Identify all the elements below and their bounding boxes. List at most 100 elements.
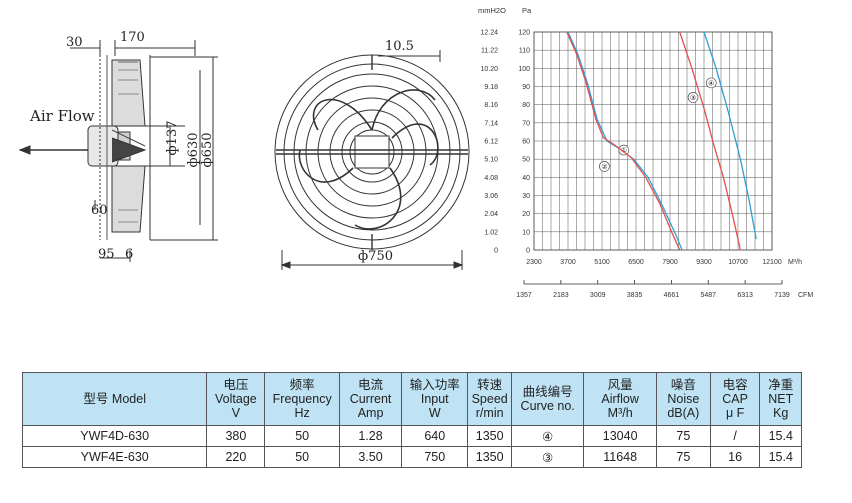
table-cell: 220 bbox=[206, 446, 266, 468]
x-tick-cfm: 2183 bbox=[553, 292, 569, 299]
curve-marker-label: ③ bbox=[690, 94, 696, 102]
table-cell: 15.4 bbox=[759, 425, 802, 447]
table-header-cell: 电流 Current Amp bbox=[338, 372, 403, 426]
y-tick-pa: 70 bbox=[522, 120, 530, 127]
header-unit: Kg bbox=[773, 406, 789, 420]
dim-137: ф137 bbox=[165, 121, 180, 156]
performance-curve-chart: mmH2O Pa 12.24 11.22 10.20 9.18 8.16 7.14 6.12… bbox=[478, 6, 813, 299]
curve-marker-label: ② bbox=[601, 163, 607, 171]
y-tick-mmh2o: 6.12 bbox=[484, 139, 498, 146]
x-tick-m3h: 7900 bbox=[662, 259, 678, 266]
table-cell: 15.4 bbox=[759, 446, 802, 468]
y-axis-pa-label: Pa bbox=[522, 6, 532, 15]
x-tick-cfm: 4661 bbox=[664, 292, 680, 299]
y-tick-pa: 80 bbox=[522, 102, 530, 109]
curve-line-2 bbox=[566, 31, 681, 251]
x-tick-m3h: 6500 bbox=[628, 259, 644, 266]
dim-30: 30 bbox=[66, 35, 83, 50]
table-header-row: 型号 Model 电压 Voltage V 频率 Frequency Hz 电流 Current… bbox=[21, 372, 802, 426]
x-tick-m3h: 9300 bbox=[696, 259, 712, 266]
header-en: NET bbox=[768, 392, 794, 406]
curve-line-3 bbox=[679, 31, 742, 251]
table-header-cell: 电压 Voltage V bbox=[206, 372, 266, 426]
header-unit: Hz bbox=[294, 406, 310, 420]
x-tick-m3h: 12100 bbox=[762, 259, 782, 266]
header-model-label: 型号 bbox=[83, 392, 109, 406]
y-tick-pa: 60 bbox=[522, 139, 530, 146]
header-en: Frequency bbox=[272, 392, 332, 406]
table-header-cell: 净重 NET Kg bbox=[759, 372, 802, 426]
table-header-cell: 输入功率 Input W bbox=[401, 372, 469, 426]
header-cn: 噪音 bbox=[670, 378, 696, 392]
table-cell: 380 bbox=[206, 425, 266, 447]
y-tick-mmh2o: 8.16 bbox=[484, 102, 498, 109]
y-tick-mmh2o: 3.06 bbox=[484, 193, 498, 200]
table-cell: / bbox=[709, 425, 761, 447]
table-cell: 1350 bbox=[467, 446, 512, 468]
fan-technical-drawing: 30 170 Air Flow ф137 ф630 ф650 60 95 6 1… bbox=[18, 30, 470, 270]
table-header-cell: 电容 CAP μ F bbox=[709, 372, 761, 426]
table-header-cell: 曲线编号 Curve no. bbox=[510, 372, 585, 426]
y-tick-pa: 90 bbox=[522, 84, 530, 91]
table-header-cell: 噪音 Noise dB(A) bbox=[655, 372, 711, 426]
table-cell: 1.28 bbox=[338, 425, 403, 447]
table-header-cell: 频率 Frequency Hz bbox=[264, 372, 340, 426]
y-tick-mmh2o: 7.14 bbox=[484, 120, 498, 127]
y-tick-mmh2o: 9.18 bbox=[484, 84, 498, 91]
y-tick-pa: 0 bbox=[526, 248, 530, 255]
y-tick-pa: 40 bbox=[522, 175, 530, 182]
y-tick-mmh2o: 1.02 bbox=[484, 229, 498, 236]
y-tick-pa: 50 bbox=[522, 157, 530, 164]
table-header-cell: 转速 Speed r/min bbox=[467, 372, 512, 426]
y-tick-mmh2o: 11.22 bbox=[481, 48, 498, 55]
y-tick-pa: 120 bbox=[518, 30, 530, 37]
x-tick-m3h: 2300 bbox=[526, 259, 542, 266]
y-tick-mmh2o: 12.24 bbox=[480, 30, 498, 37]
header-unit: M³/h bbox=[607, 406, 633, 420]
dim-750: ф750 bbox=[358, 249, 393, 264]
x-tick-cfm: 3009 bbox=[590, 292, 606, 299]
header-en: Voltage bbox=[215, 392, 257, 406]
header-cn: 输入功率 bbox=[409, 378, 460, 392]
table-cell: 50 bbox=[264, 425, 340, 447]
header-en: Speed bbox=[471, 392, 508, 406]
header-cn: 转速 bbox=[477, 378, 503, 392]
air-flow-label: Air Flow bbox=[29, 107, 95, 125]
x-tick-cfm: 3835 bbox=[627, 292, 643, 299]
header-unit: dB(A) bbox=[667, 406, 700, 420]
y-tick-pa: 100 bbox=[518, 66, 530, 73]
curve-marker-circle bbox=[618, 144, 630, 156]
table-cell: 16 bbox=[709, 446, 761, 468]
dim-95: 95 bbox=[98, 247, 115, 262]
header-en: Airflow bbox=[601, 392, 639, 406]
table-row: YWF4D-630 380 50 1.28 640 1350 ④ 13040 75/15.4 bbox=[21, 425, 802, 447]
x-tick-m3h: 10700 bbox=[728, 259, 748, 266]
dim-10-5: 10.5 bbox=[385, 39, 414, 54]
table-row: YWF4E-630 220 50 3.50 750 1350 ③ 11648 75 16 15.4 bbox=[21, 446, 802, 468]
y-axis-mmh2o-label: mmH2O bbox=[478, 6, 506, 15]
table-header-cell: 风量 Airflow M³/h bbox=[583, 372, 657, 426]
table-cell: 1350 bbox=[467, 425, 512, 447]
table-cell: 640 bbox=[401, 425, 469, 447]
table-cell: 75 bbox=[655, 425, 711, 447]
header-cn: 风量 bbox=[607, 378, 633, 392]
table-cell: YWF4E-630 bbox=[21, 446, 208, 468]
dim-60: 60 bbox=[91, 203, 108, 218]
header-en: CAP bbox=[722, 392, 748, 406]
spec-table: 型号 Model 电压 Voltage V 频率 Frequency Hz 电流 Current… bbox=[21, 372, 802, 468]
header-cn: 净重 bbox=[768, 378, 794, 392]
header-en: Current bbox=[349, 392, 392, 406]
x-tick-m3h: 5100 bbox=[594, 259, 610, 266]
y-tick-pa: 20 bbox=[522, 211, 530, 218]
dim-630: ф630 bbox=[186, 133, 201, 168]
curve-marker-label: ④ bbox=[708, 79, 714, 87]
dim-650: ф650 bbox=[200, 133, 215, 168]
table-cell: 75 bbox=[655, 446, 711, 468]
dim-6: 6 bbox=[125, 247, 133, 262]
x-tick-cfm: 7139 bbox=[774, 292, 790, 299]
y-tick-mmh2o: 2.04 bbox=[484, 211, 498, 218]
header-unit: μ F bbox=[725, 406, 745, 420]
y-tick-mmh2o: 4.08 bbox=[484, 175, 498, 182]
dim-170: 170 bbox=[120, 30, 145, 45]
fan-guard-front-view bbox=[274, 50, 470, 250]
